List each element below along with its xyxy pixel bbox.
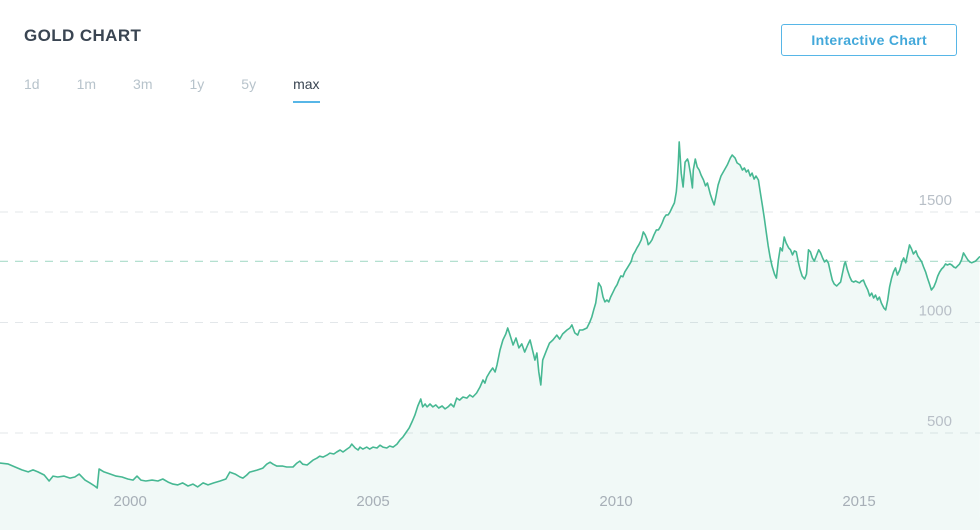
x-tick-label-2015: 2015 [842, 493, 875, 510]
area-fill [0, 141, 980, 530]
tab-max[interactable]: max [293, 76, 320, 103]
x-tick-label-2000: 2000 [114, 493, 147, 510]
tab-1y[interactable]: 1y [189, 76, 205, 92]
tab-1m[interactable]: 1m [76, 76, 97, 92]
y-tick-label-500: 500 [927, 413, 952, 430]
page-title: GOLD CHART [24, 26, 142, 45]
x-tick-label-2005: 2005 [356, 493, 389, 510]
price-line [0, 141, 980, 489]
y-tick-label-1000: 1000 [919, 303, 952, 320]
tab-5y[interactable]: 5y [241, 76, 257, 92]
tab-1d[interactable]: 1d [24, 76, 40, 92]
tab-3m[interactable]: 3m [133, 76, 153, 92]
y-tick-label-1500: 1500 [919, 192, 952, 209]
interactive-chart-button[interactable]: Interactive Chart [781, 24, 957, 56]
time-range-tabs: 1d 1m 3m 1y 5y max [24, 76, 320, 103]
x-tick-label-2010: 2010 [599, 493, 632, 510]
